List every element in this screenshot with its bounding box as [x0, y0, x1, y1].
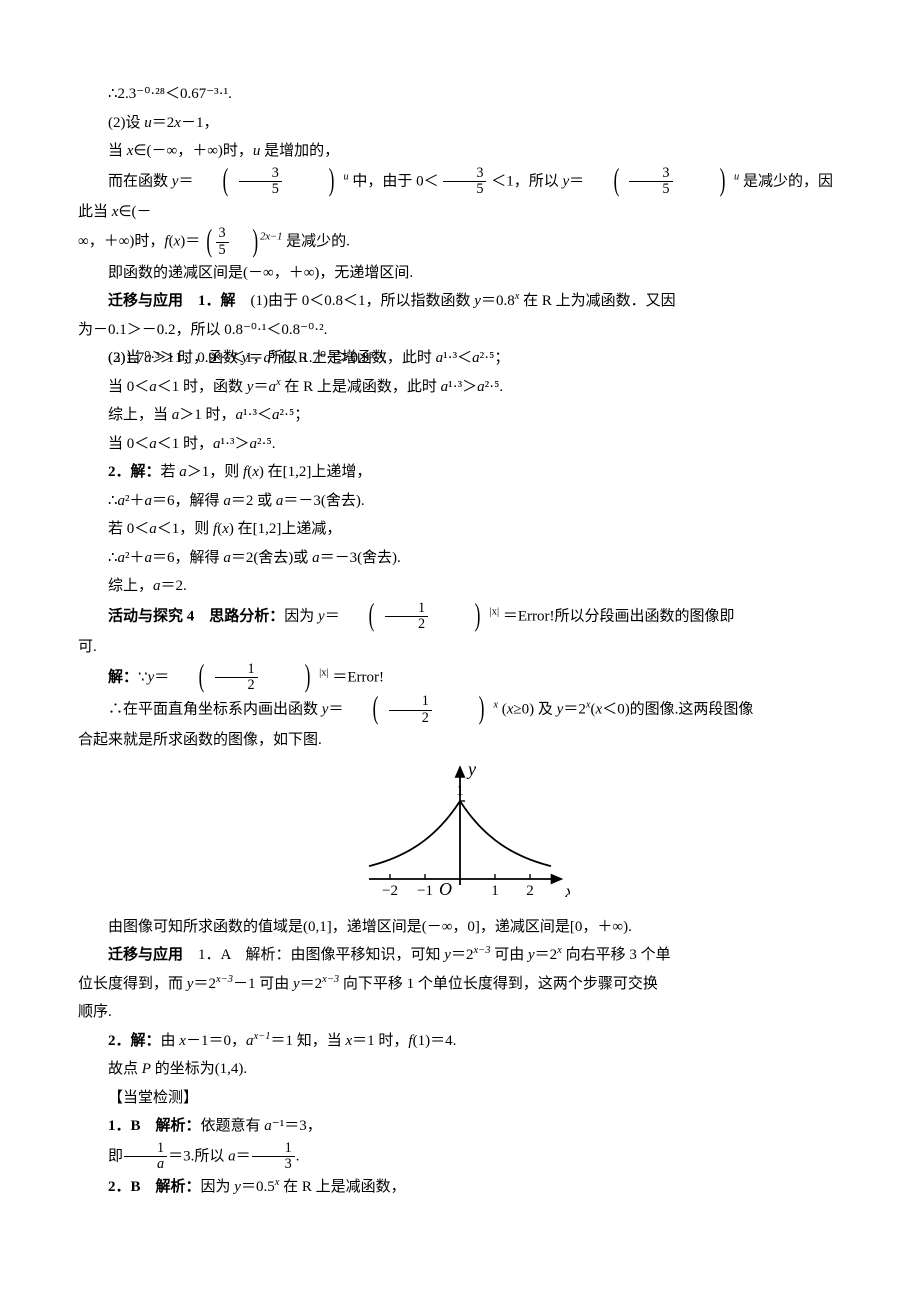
line-21: 解：∵y＝ (12)|x| ＝Error!: [78, 662, 842, 694]
line-12: 综上，当 a＞1 时，a¹·³＜a²·⁵；: [78, 401, 842, 430]
line-28: 2．解：由 x－1＝0，ax−1＝1 知，当 x＝1 时，f(1)＝4.: [78, 1027, 842, 1056]
line-23: 合起来就是所求函数的图像，如下图.: [78, 726, 842, 755]
line-25: 迁移与应用 1．A 解析：由图像平移知识，可知 y＝2x−3 可由 y＝2x 向…: [78, 941, 842, 970]
line-14: 2．解：若 a＞1，则 f(x) 在[1,2]上递增，: [78, 458, 842, 487]
line-16: 若 0＜a＜1，则 f(x) 在[1,2]上递减，: [78, 515, 842, 544]
line-29: 故点 P 的坐标为(1,4).: [78, 1055, 842, 1084]
line-5: ∞，＋∞)时，f(x)＝ (35)2x−1 是减少的.: [78, 226, 842, 258]
svg-text:y: y: [466, 761, 476, 779]
line-7: 迁移与应用 1．解 (1)由于 0＜0.8＜1，所以指数函数 y＝0.8x 在 …: [78, 287, 842, 316]
line-33: 2．B 解析：因为 y＝0.5x 在 R 上是减函数，: [78, 1173, 842, 1202]
line-1: ∴2.3⁻⁰·²⁸＜0.67⁻³·¹.: [78, 80, 842, 109]
line-27: 顺序.: [78, 998, 842, 1027]
line-19: 活动与探究 4 思路分析：因为 y＝ (12)|x| ＝Error!所以分段画出…: [78, 601, 842, 633]
function-graph: −2 −1 1 2 1 Ox y: [350, 761, 570, 911]
line-30: 【当堂检测】: [78, 1084, 842, 1113]
svg-text:−2: −2: [382, 883, 398, 899]
line-10b: (3)当 a＞1 时，函数 y＝ax 在 R 上是增函数，此时 a¹·³＜a²·…: [78, 344, 842, 373]
svg-text:1: 1: [456, 783, 464, 799]
line-4: 而在函数 y＝ (35)u 中，由于 0＜ 35 ＜1，所以 y＝ (35)u …: [78, 166, 842, 227]
svg-text:O: O: [439, 879, 452, 899]
line-20: 可.: [78, 633, 842, 662]
line-22: ∴在平面直角坐标系内画出函数 y＝ (12)x (x≥0) 及 y＝2x(x＜0…: [78, 694, 842, 726]
line-26: 位长度得到，而 y＝2x−3－1 可由 y＝2x−3 向下平移 1 个单位长度得…: [78, 970, 842, 999]
line-17: ∴a²＋a＝6，解得 a＝2(舍去)或 a＝－3(舍去).: [78, 544, 842, 573]
line-8: 为－0.1＞－0.2，所以 0.8⁻⁰·¹＜0.8⁻⁰·².: [78, 316, 842, 345]
line-31: 1．B 解析：依题意有 a⁻¹＝3，: [78, 1112, 842, 1141]
line-6: 即函数的递减区间是(－∞，＋∞)，无递增区间.: [78, 259, 842, 288]
line-3: 当 x∈(－∞，＋∞)时，u 是增加的，: [78, 137, 842, 166]
svg-text:2: 2: [526, 883, 534, 899]
line-11: 当 0＜a＜1 时，函数 y＝ax 在 R 上是减函数，此时 a¹·³＞a²·⁵…: [78, 373, 842, 402]
line-32: 即1a＝3.所以 a＝13.: [78, 1141, 842, 1173]
line-15: ∴a²＋a＝6，解得 a＝2 或 a＝－3(舍去).: [78, 487, 842, 516]
svg-text:1: 1: [491, 883, 499, 899]
line-24: 由图像可知所求函数的值域是(0,1]，递增区间是(－∞，0]，递减区间是[0，＋…: [78, 913, 842, 942]
line-13: 当 0＜a＜1 时，a¹·³＞a²·⁵.: [78, 430, 842, 459]
line-2: (2)设 u＝2x－1，: [78, 109, 842, 138]
svg-text:−1: −1: [417, 883, 433, 899]
line-18: 综上，a＝2.: [78, 572, 842, 601]
svg-text:x: x: [565, 881, 571, 901]
